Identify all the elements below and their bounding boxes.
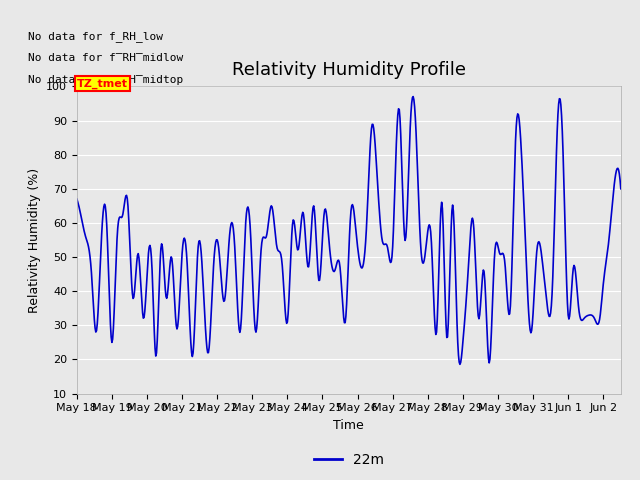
Y-axis label: Relativity Humidity (%): Relativity Humidity (%) xyxy=(28,168,40,312)
Text: TZ_tmet: TZ_tmet xyxy=(77,78,128,89)
X-axis label: Time: Time xyxy=(333,419,364,432)
Text: No data for f_RH_low: No data for f_RH_low xyxy=(28,31,163,42)
Text: No data for f̅RH̅midlow: No data for f̅RH̅midlow xyxy=(28,53,183,62)
Legend: 22m: 22m xyxy=(308,447,389,473)
Title: Relativity Humidity Profile: Relativity Humidity Profile xyxy=(232,61,466,79)
Text: No data for f_RH̅midtop: No data for f_RH̅midtop xyxy=(28,74,183,85)
